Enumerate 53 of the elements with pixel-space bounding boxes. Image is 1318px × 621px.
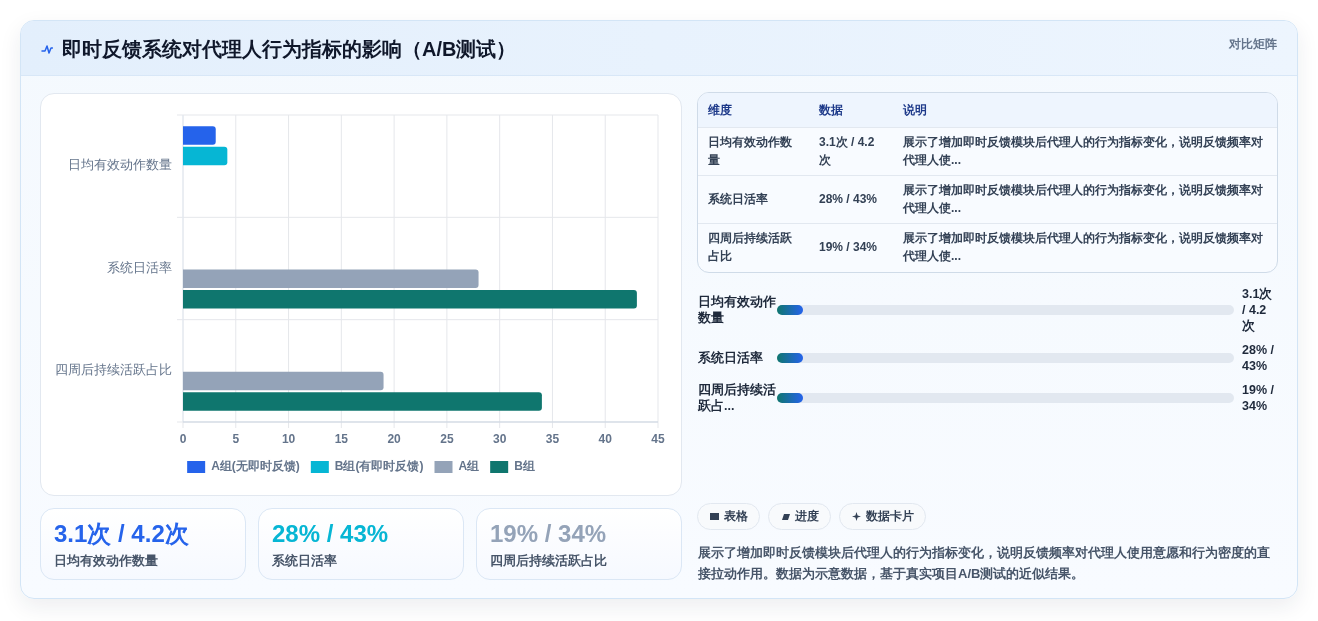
bar — [183, 269, 479, 288]
bar — [183, 146, 228, 166]
text: 维度 — [707, 101, 733, 119]
text: 28% / 43% — [1242, 342, 1275, 374]
x-tick-label: 15 — [334, 432, 349, 447]
text: 展示了增加即时反馈模块后代理人的行为指标变化，说明反馈频率对代理人使用意愿和行为密度的直接拉动作用。数据为示意数据，基于真实项目A/B测试的近似结果。 — [698, 544, 1271, 583]
legend-label: B组(有即时反馈) — [334, 459, 424, 474]
legend-label: B组 — [514, 459, 535, 474]
text: 系统日活率 — [707, 191, 769, 208]
text: 展示了增加即时反馈模块后代理人的行为指标变化，说明反馈频率对代理人使... — [902, 182, 1264, 217]
bar — [183, 126, 216, 145]
text: 19% / 34% — [1242, 382, 1275, 414]
x-tick-label: 20 — [387, 432, 402, 447]
text: 展示了增加即时反馈模块后代理人的行为指标变化，说明反馈频率对代理人使... — [902, 230, 1264, 266]
text: 3.1次 / 4.2次 — [1242, 286, 1274, 334]
x-tick-label: 30 — [492, 432, 507, 447]
x-tick-label: 35 — [545, 432, 560, 447]
text: 四周后持续活跃占比 — [490, 553, 607, 569]
bar — [183, 289, 637, 309]
x-tick-label: 5 — [232, 432, 240, 447]
text: 28% / 43% — [272, 519, 389, 549]
text: 3.1次 / 4.2次 — [54, 519, 189, 549]
y-tick-label: 四周后持续活跃占比 — [55, 363, 172, 378]
legend-label: A组(无即时反馈) — [211, 459, 300, 474]
text: 数据卡片 — [866, 509, 914, 524]
text: 数据 — [818, 101, 844, 119]
x-tick-label: 45 — [651, 432, 665, 447]
text: 日均有效动作数量 — [54, 553, 158, 569]
x-tick-label: 25 — [440, 432, 454, 447]
text: 展示了增加即时反馈模块后代理人的行为指标变化，说明反馈频率对代理人使... — [902, 134, 1264, 169]
text: 对比矩阵 — [1229, 36, 1277, 52]
text: 19% / 34% — [818, 239, 879, 257]
legend-label: A组 — [458, 459, 480, 474]
text: 系统日活率 — [698, 350, 764, 366]
text: 表格 — [724, 509, 748, 524]
y-tick-label: 系统日活率 — [107, 259, 172, 275]
x-tick-label: 0 — [179, 432, 187, 447]
text: 28% / 43% — [818, 191, 879, 208]
text: 日均有效动作数量 — [698, 294, 777, 326]
x-tick-label: 10 — [281, 432, 296, 447]
text: 3.1次 / 4.2次 — [818, 134, 876, 169]
y-tick-label: 日均有效动作数量 — [68, 158, 172, 173]
x-tick-label: 40 — [598, 432, 613, 447]
text: 进度 — [795, 509, 819, 524]
bar — [183, 371, 384, 391]
chart-title: 即时反馈系统对代理人行为指标的影响（A/B测试） — [62, 37, 517, 62]
bar — [183, 392, 542, 411]
text: 四周后持续活跃占比 — [707, 230, 793, 266]
text: 19% / 34% — [490, 519, 607, 549]
text: 说明 — [902, 101, 928, 119]
text: 日均有效动作数量 — [707, 134, 793, 169]
text: 系统日活率 — [272, 553, 337, 569]
text: 四周后持续活跃占... — [698, 382, 777, 414]
